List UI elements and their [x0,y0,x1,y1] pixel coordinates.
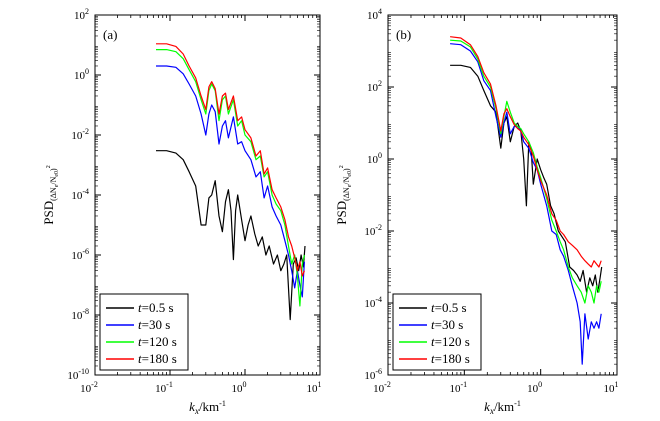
x-axis-label: kx/km-1 [189,399,226,416]
legend-entry: t=0.5 s [431,300,467,315]
legend-box [99,293,189,371]
panel-label: (a) [103,27,117,42]
legend-entry: t=30 s [138,317,170,332]
legend-entry: t=180 s [138,351,177,366]
y-tick-label: 102 [367,79,382,94]
y-tick-label: 10-4 [364,295,382,310]
legend-box [392,293,482,371]
y-tick-label: 10-2 [71,127,89,142]
y-axis-label: PSD(ΔNe/Ne0)2 [334,165,353,224]
y-tick-label: 100 [74,67,89,82]
panel-a: 10-2 10-1 100 101 10-10 10-8 10-6 10-4 10-2 100 10… [41,7,322,416]
y-axis-label: PSD(ΔNe/Ne0)2 [41,165,60,224]
x-tick-label: 101 [604,380,619,395]
legend: t=0.5 s t=30 s t=120 s t=180 s [99,293,189,371]
legend-entry: t=120 s [431,334,470,349]
x-axis-label: kx/km-1 [484,399,521,416]
legend-entry: t=30 s [431,317,463,332]
x-tick-label: 10-2 [80,380,98,395]
y-tick-label: 10-8 [71,307,89,322]
x-tick-label: 100 [527,380,542,395]
panel-b: 10-2 10-1 100 101 10-6 10-4 10-2 100 102 104 (b) kx… [334,7,619,416]
y-tick-label: 10-10 [67,367,89,382]
series-line-0-5ss [450,64,603,293]
y-tick-label: 102 [74,7,89,22]
series-line-180ss [156,43,305,277]
y-tick-label: 100 [367,151,382,166]
x-tick-label: 100 [232,380,247,395]
legend: t=0.5 s t=30 s t=120 s t=180 s [392,293,482,371]
legend-entry: t=120 s [138,334,177,349]
y-tick-label: 10-6 [364,367,382,382]
legend-entry: t=180 s [431,351,470,366]
series-line-120ss [450,39,602,304]
y-tick-label: 10-6 [71,247,89,262]
x-tick-label: 10-2 [373,380,391,395]
x-tick-label: 10-1 [449,380,467,395]
y-tick-label: 10-2 [364,223,382,238]
legend-entry: t=0.5 s [138,300,174,315]
series-line-0-5ss [156,150,306,321]
series-line-30ss [156,65,305,298]
y-tick-label: 104 [367,7,382,22]
plot-frame [387,14,618,376]
panel-label: (b) [396,27,411,42]
series-line-180ss [450,36,602,268]
x-tick-label: 101 [307,380,322,395]
x-tick-label: 10-1 [155,380,173,395]
y-tick-label: 10-4 [71,187,89,202]
series-line-120ss [156,48,305,307]
